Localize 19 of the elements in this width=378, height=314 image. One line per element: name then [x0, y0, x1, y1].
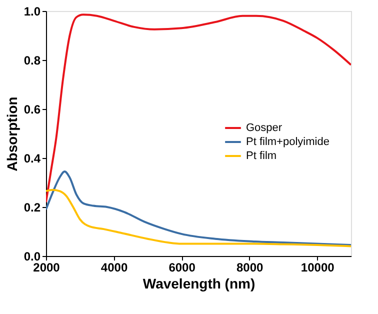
legend-label: Gosper [246, 122, 282, 134]
y-tick-label: 0.4 [24, 152, 41, 166]
line-series [46, 170, 351, 246]
y-tick-label: 0.2 [24, 200, 41, 214]
x-tick-label: 8000 [236, 260, 264, 274]
x-axis-title: Wavelength (nm) [142, 276, 256, 292]
legend-label: Pt film [246, 150, 277, 162]
y-tick-label: 0.0 [24, 250, 41, 264]
y-tick-label: 1.0 [24, 4, 41, 18]
line-series [46, 188, 351, 248]
legend-label: Pt film+polyimide [246, 136, 330, 148]
x-tick-label: 10000 [300, 260, 335, 274]
x-tick-label: 4000 [100, 260, 128, 274]
line-series [46, 14, 351, 204]
x-tick-label: 6000 [168, 260, 196, 274]
y-tick-label: 0.6 [24, 102, 41, 116]
y-tick-label: 0.8 [24, 54, 41, 68]
y-axis-title: Absorption [4, 96, 20, 172]
x-tick-label: 2000 [33, 260, 60, 274]
